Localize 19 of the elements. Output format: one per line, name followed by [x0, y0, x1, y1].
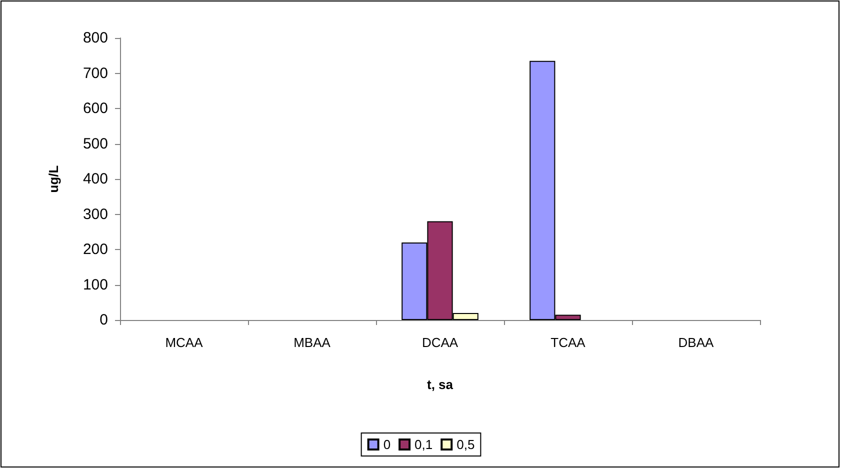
y-tick-label: 300 — [82, 206, 108, 223]
x-tick-label: TCAA — [550, 335, 586, 350]
y-tick-label: 0 — [100, 312, 108, 328]
legend-label: 0,1 — [414, 437, 433, 452]
x-tick-label: DCAA — [422, 335, 458, 350]
x-tick-label: DBAA — [678, 335, 714, 350]
y-axis-title: ug/L — [46, 165, 61, 193]
y-tick-label: 800 — [82, 30, 108, 46]
legend-label: 0,5 — [456, 437, 475, 452]
x-tick-label: MBAA — [294, 335, 331, 350]
y-tick-label: 700 — [82, 64, 108, 82]
y-tick-label: 200 — [82, 241, 108, 258]
x-axis-title: t, sa — [426, 377, 454, 392]
y-tick-label: 500 — [82, 135, 108, 152]
legend-label: 0 — [383, 437, 391, 452]
y-tick-label: 600 — [82, 100, 108, 117]
y-tick-label: 400 — [82, 170, 108, 188]
y-tick-label: 100 — [82, 276, 108, 294]
x-tick-label: MCAA — [165, 335, 204, 350]
